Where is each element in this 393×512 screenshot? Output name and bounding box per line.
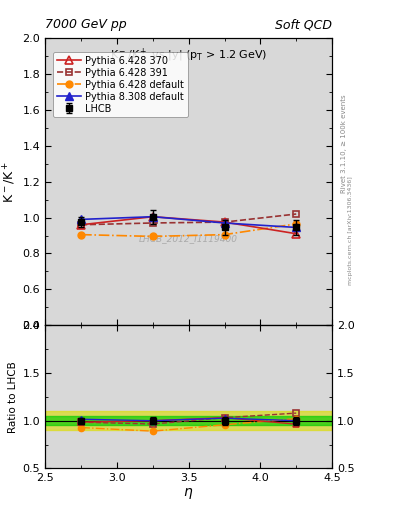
Pythia 6.428 370 bbox=[294, 230, 299, 237]
Pythia 8.308 default bbox=[294, 224, 299, 230]
Pythia 6.428 391 bbox=[79, 222, 83, 228]
Pythia 6.428 default bbox=[151, 233, 155, 240]
Bar bbox=[45, 416, 332, 425]
Text: 7000 GeV pp: 7000 GeV pp bbox=[45, 18, 127, 31]
Line: Pythia 6.428 default: Pythia 6.428 default bbox=[77, 220, 300, 240]
Text: LHCB_2012_I1119400: LHCB_2012_I1119400 bbox=[139, 234, 238, 244]
Pythia 6.428 370 bbox=[151, 214, 155, 220]
Bar bbox=[45, 411, 332, 430]
Text: Soft QCD: Soft QCD bbox=[275, 18, 332, 31]
Pythia 6.428 391 bbox=[294, 211, 299, 217]
Pythia 6.428 default bbox=[222, 231, 227, 238]
X-axis label: $\eta$: $\eta$ bbox=[184, 486, 194, 501]
Pythia 6.428 default bbox=[294, 221, 299, 227]
Pythia 6.428 default bbox=[79, 231, 83, 238]
Pythia 6.428 370 bbox=[79, 222, 83, 228]
Y-axis label: Ratio to LHCB: Ratio to LHCB bbox=[8, 361, 18, 433]
Line: Pythia 6.428 391: Pythia 6.428 391 bbox=[77, 210, 300, 228]
Pythia 8.308 default bbox=[79, 216, 83, 222]
Pythia 6.428 370 bbox=[222, 219, 227, 225]
Text: mcplots.cern.ch [arXiv:1306.3436]: mcplots.cern.ch [arXiv:1306.3436] bbox=[349, 176, 353, 285]
Pythia 6.428 391 bbox=[151, 220, 155, 226]
Line: Pythia 6.428 370: Pythia 6.428 370 bbox=[77, 212, 300, 238]
Y-axis label: K$^-$/K$^+$: K$^-$/K$^+$ bbox=[2, 161, 18, 203]
Text: Rivet 3.1.10, ≥ 100k events: Rivet 3.1.10, ≥ 100k events bbox=[341, 94, 347, 193]
Pythia 8.308 default bbox=[151, 214, 155, 220]
Pythia 6.428 391 bbox=[222, 219, 227, 225]
Line: Pythia 8.308 default: Pythia 8.308 default bbox=[77, 212, 300, 231]
Text: K$^-$/K$^+$ vs |y| (p$_{\rm T}$ > 1.2 GeV): K$^-$/K$^+$ vs |y| (p$_{\rm T}$ > 1.2 Ge… bbox=[110, 47, 267, 65]
Legend: Pythia 6.428 370, Pythia 6.428 391, Pythia 6.428 default, Pythia 8.308 default, : Pythia 6.428 370, Pythia 6.428 391, Pyth… bbox=[53, 52, 188, 117]
Pythia 8.308 default bbox=[222, 220, 227, 226]
